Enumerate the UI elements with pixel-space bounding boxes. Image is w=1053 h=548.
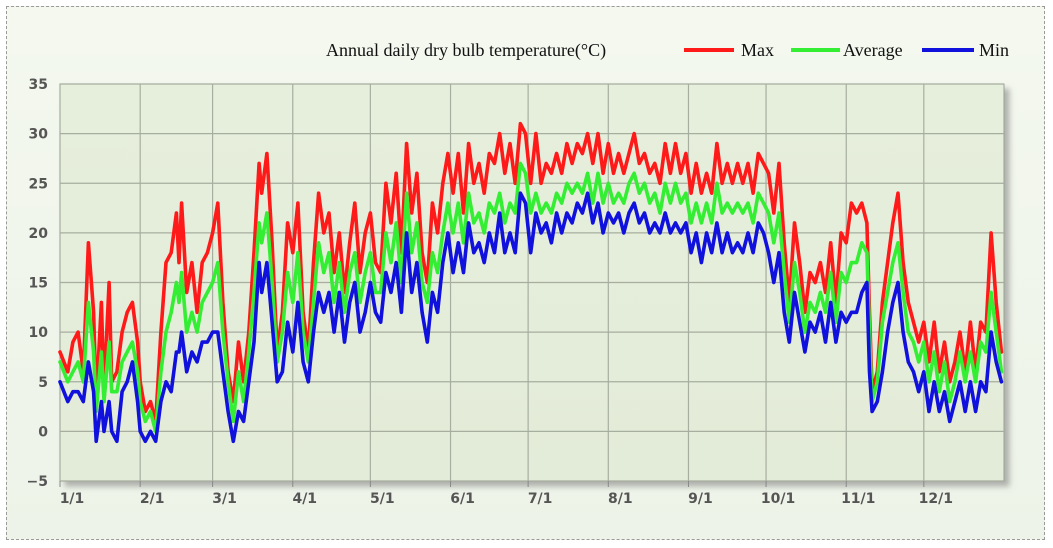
y-tick-label: 0 xyxy=(38,424,48,440)
x-tick-label: 6/1 xyxy=(450,491,475,507)
legend-label-max: Max xyxy=(741,40,774,60)
series-layer xyxy=(58,121,1004,444)
series-line-min-group xyxy=(58,191,1004,444)
x-tick-label: 10/1 xyxy=(761,491,795,507)
x-axis: 1/1 2/1 3/1 4/1 5/1 6/1 7/1 8/1 9/1 10/1 11/1 12/1 xyxy=(59,481,953,507)
y-tick-label: 5 xyxy=(38,375,48,391)
series-line-max xyxy=(58,121,1004,424)
legend-label-average: Average xyxy=(843,40,903,60)
x-tick-label: 5/1 xyxy=(370,491,395,507)
series-line-min xyxy=(58,191,1004,444)
y-axis: −5 0 5 10 15 20 25 30 35 xyxy=(27,77,49,490)
y-tick-label: 25 xyxy=(29,176,48,192)
x-tick-label: 2/1 xyxy=(140,491,165,507)
y-tick-label: 30 xyxy=(29,127,49,143)
series-line-average-group xyxy=(58,161,1004,434)
x-tick-label: 8/1 xyxy=(608,491,633,507)
x-tick-label: 7/1 xyxy=(528,491,553,507)
legend-label-min: Min xyxy=(979,40,1009,60)
y-tick-label: 20 xyxy=(29,226,49,242)
chart-title: Annual daily dry bulb temperature(°C) xyxy=(326,40,606,61)
x-tick-label: 4/1 xyxy=(292,491,317,507)
y-tick-label: 15 xyxy=(29,276,48,292)
y-tick-label: 10 xyxy=(29,325,49,341)
x-tick-label: 12/1 xyxy=(919,491,953,507)
x-tick-label: 11/1 xyxy=(841,491,875,507)
y-tick-label: −5 xyxy=(27,474,48,490)
x-tick-label: 1/1 xyxy=(60,491,85,507)
x-tick-label: 9/1 xyxy=(688,491,713,507)
series-line-average xyxy=(58,161,1004,434)
y-tick-label: 35 xyxy=(29,77,48,93)
x-tick-label: 3/1 xyxy=(212,491,237,507)
chart-legend: Annual daily dry bulb temperature(°C) Ma… xyxy=(326,40,1009,61)
series-line-max-group xyxy=(58,121,1004,424)
